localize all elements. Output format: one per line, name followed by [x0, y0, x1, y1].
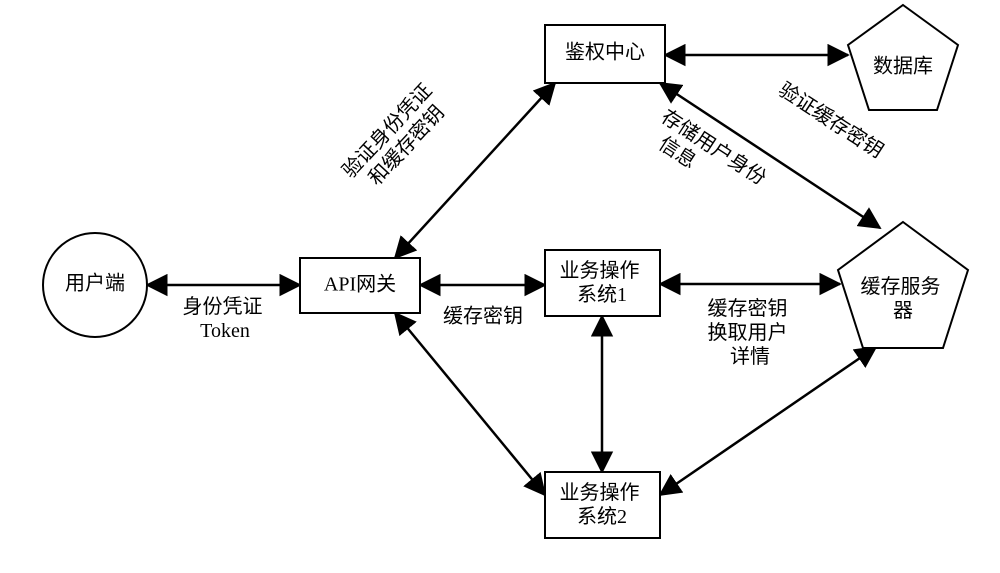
edge-biz2-cache [660, 347, 876, 495]
node-client: 用户端 [43, 233, 147, 337]
client-label: 用户端 [65, 272, 125, 295]
edge-api-biz1-label: 缓存密钥 [443, 305, 523, 328]
svg-text:验证身份凭证 和缓存密钥: 验证身份凭证 和缓存密钥 [338, 75, 458, 198]
node-biz1: 业务操作 系统1 [545, 250, 660, 316]
edge-api-biz2 [395, 313, 545, 495]
node-database: 数据库 [848, 5, 958, 110]
label-line: 缓存服务 [861, 275, 941, 298]
edge-api-auth-label: 验证身份凭证 和缓存密钥 [338, 75, 458, 198]
api-gateway-label: API网关 [324, 273, 396, 296]
label-line: 身份凭证 [183, 295, 263, 318]
svg-text:存储用户身份 信息: 存储用户身份 信息 [644, 105, 774, 212]
label-line: 缓存密钥 [708, 297, 788, 320]
node-biz2: 业务操作 系统2 [545, 472, 660, 538]
edge-biz1-cache-label: 缓存密钥 换取用户 详情 [708, 297, 793, 368]
database-label: 数据库 [873, 55, 933, 78]
auth-center-label: 鉴权中心 [565, 41, 645, 64]
label-line: 换取用户 [708, 321, 788, 344]
node-cache-server: 缓存服务 器 [838, 222, 968, 348]
edge-auth-cache-label-left: 存储用户身份 信息 [644, 105, 774, 212]
nodes: 用户端 API网关 鉴权中心 数据库 业务操作 系统1 [43, 5, 968, 538]
architecture-diagram: 身份凭证 Token 验证身份凭证 和缓存密钥 缓存密钥 缓存密钥 换取用户 详… [0, 0, 1000, 573]
label-line: 详情 [730, 345, 770, 368]
label-line: 系统1 [577, 283, 627, 306]
edge-client-api-label: 身份凭证 Token [183, 295, 268, 342]
edges: 身份凭证 Token 验证身份凭证 和缓存密钥 缓存密钥 缓存密钥 换取用户 详… [147, 55, 888, 495]
label-line: 系统2 [577, 505, 627, 528]
label-line: 业务操作 [560, 259, 640, 282]
node-api-gateway: API网关 [300, 258, 420, 313]
label-line: Token [200, 320, 250, 342]
label-line: 器 [893, 300, 913, 322]
node-auth-center: 鉴权中心 [545, 25, 665, 83]
label-line: 业务操作 [560, 481, 640, 504]
